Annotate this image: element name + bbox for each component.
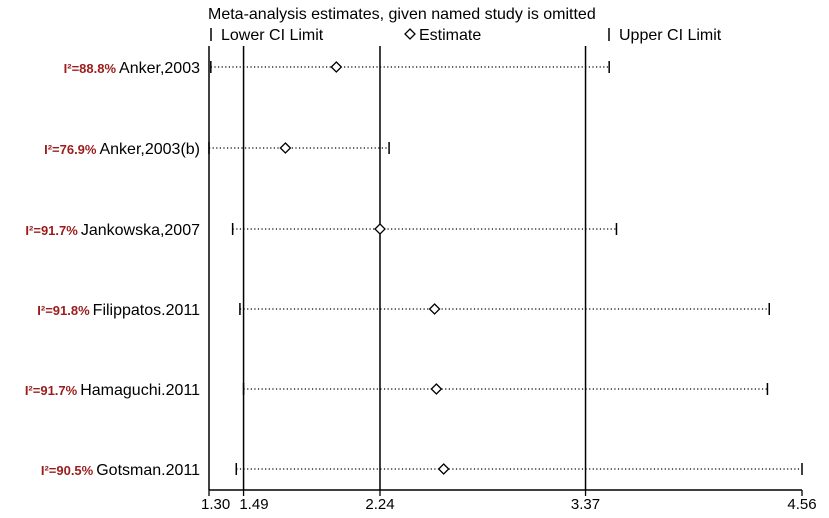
estimate-marker <box>330 61 343 73</box>
heterogeneity-label: I²=88.8% <box>64 61 117 76</box>
study-label: I²=90.5% Gotsman.2011 <box>41 462 200 479</box>
heterogeneity-label: I²=76.9% <box>44 142 97 157</box>
heterogeneity-label: I²=91.8% <box>37 303 90 318</box>
x-axis-ticks: 1.30 1.49 2.24 3.37 4.56 <box>201 490 817 513</box>
legend-estimate-label: Estimate <box>419 27 481 44</box>
estimate-marker <box>374 223 386 235</box>
study-label: I²=88.8% Anker,2003 <box>64 60 200 77</box>
study-name: Anker,2003 <box>119 60 200 77</box>
study-row: I²=90.5% Gotsman.2011 <box>41 462 803 479</box>
reference-lines <box>208 46 587 490</box>
estimate-marker <box>430 383 443 395</box>
study-row: I²=91.7% Hamaguchi.2011 <box>25 382 769 399</box>
chart-title: Meta-analysis estimates, given named stu… <box>208 6 596 23</box>
study-label: I²=91.7% Jankowska,2007 <box>25 222 200 239</box>
legend-estimate-marker <box>404 28 416 40</box>
study-row: I²=76.9% Anker,2003(b) <box>44 141 390 158</box>
study-row: I²=88.8% Anker,2003 <box>64 60 610 77</box>
study-name: Filippatos.2011 <box>93 302 200 319</box>
x-tick-label: 3.37 <box>571 496 600 513</box>
legend-lower-label: Lower CI Limit <box>221 27 324 44</box>
study-name: Jankowska,2007 <box>81 222 200 239</box>
heterogeneity-label: I²=91.7% <box>25 223 78 238</box>
x-tick-label: 4.56 <box>787 496 816 513</box>
study-name: Gotsman.2011 <box>96 462 200 479</box>
study-name: Anker,2003(b) <box>99 141 200 158</box>
x-tick-label: 1.30 <box>201 496 230 513</box>
x-tick-label: 2.24 <box>365 496 394 513</box>
legend-upper-label: Upper CI Limit <box>619 27 722 44</box>
study-label: I²=76.9% Anker,2003(b) <box>44 141 200 158</box>
estimate-marker <box>279 142 292 154</box>
legend: Lower CI Limit Estimate Upper CI Limit <box>210 27 722 44</box>
estimate-marker <box>428 303 441 315</box>
x-tick-label: 1.49 <box>239 496 268 513</box>
study-row: I²=91.7% Jankowska,2007 <box>25 222 618 239</box>
study-label: I²=91.7% Hamaguchi.2011 <box>25 382 200 399</box>
study-row: I²=91.8% Filippatos.2011 <box>37 302 771 319</box>
heterogeneity-label: I²=91.7% <box>25 383 78 398</box>
estimate-marker <box>437 463 450 475</box>
study-name: Hamaguchi.2011 <box>80 382 200 399</box>
study-label: I²=91.8% Filippatos.2011 <box>37 302 200 319</box>
heterogeneity-label: I²=90.5% <box>41 463 94 478</box>
